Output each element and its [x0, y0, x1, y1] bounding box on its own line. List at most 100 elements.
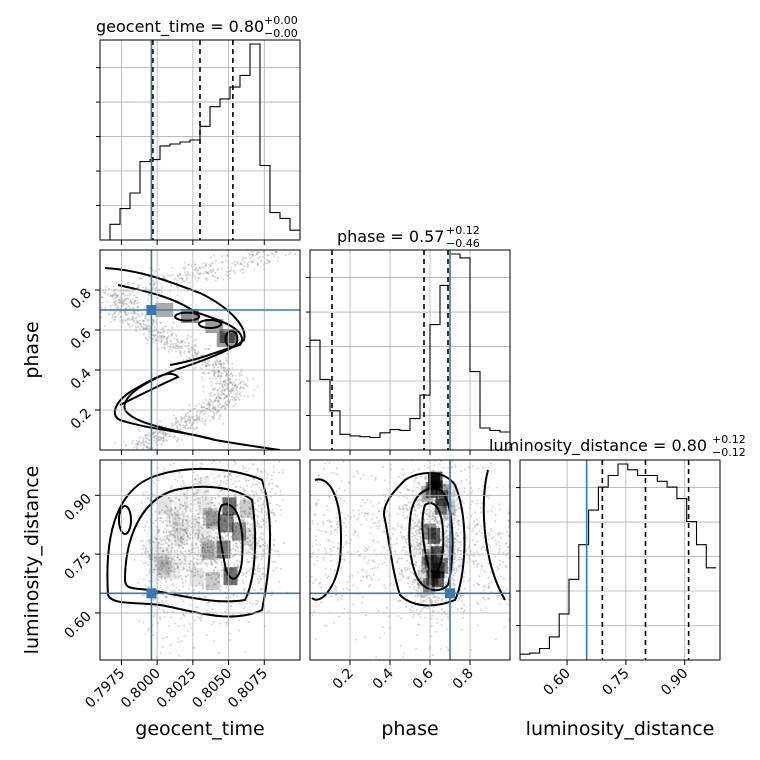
scatter-point: [222, 278, 225, 281]
scatter-point: [408, 567, 411, 570]
scatter-point: [447, 491, 450, 494]
scatter-point: [444, 525, 447, 528]
scatter-point: [183, 528, 186, 531]
scatter-point: [163, 336, 166, 339]
scatter-point: [207, 508, 210, 511]
scatter-point: [248, 501, 251, 504]
scatter-point: [160, 543, 163, 546]
scatter-point: [228, 473, 231, 476]
scatter-point: [406, 534, 409, 537]
scatter-point: [162, 543, 164, 546]
scatter-point: [479, 608, 482, 611]
scatter-point: [184, 274, 187, 276]
scatter-point: [124, 294, 127, 297]
scatter-point: [195, 405, 198, 408]
scatter-point: [346, 581, 349, 583]
scatter-point: [195, 419, 198, 422]
scatter-point: [272, 569, 275, 572]
scatter-point: [420, 595, 423, 598]
scatter-point: [121, 320, 124, 323]
scatter-point: [148, 336, 150, 339]
scatter-point: [364, 614, 367, 617]
scatter-point: [180, 577, 183, 580]
scatter-point: [176, 556, 179, 559]
scatter-point: [454, 463, 457, 466]
scatter-point: [174, 523, 177, 526]
scatter-point: [244, 530, 247, 533]
scatter-point: [316, 523, 319, 526]
scatter-point: [207, 272, 210, 275]
scatter-point: [189, 419, 192, 422]
scatter-point: [224, 371, 227, 374]
scatter-point: [418, 527, 421, 530]
scatter-point: [365, 512, 368, 515]
scatter-point: [167, 544, 170, 547]
scatter-point: [185, 355, 188, 358]
scatter-point: [180, 485, 183, 488]
scatter-point: [276, 485, 279, 488]
scatter-point: [200, 479, 203, 482]
scatter-point: [209, 404, 212, 407]
scatter-point: [222, 422, 224, 425]
scatter-point: [178, 498, 180, 501]
scatter-point: [194, 574, 197, 577]
scatter-point: [212, 364, 215, 367]
scatter-point: [154, 431, 157, 434]
scatter-point: [363, 515, 366, 517]
scatter-point: [279, 490, 282, 493]
scatter-point: [477, 487, 480, 490]
scatter-point: [204, 424, 207, 427]
scatter-point: [235, 387, 238, 390]
scatter-point: [423, 571, 426, 574]
scatter-point: [206, 362, 209, 365]
scatter-point: [187, 411, 190, 414]
scatter-point: [224, 381, 227, 384]
scatter-point: [244, 650, 247, 653]
scatter-point: [205, 365, 208, 367]
scatter-point: [407, 508, 409, 511]
scatter-point: [136, 313, 138, 316]
scatter-point: [417, 521, 420, 524]
scatter-point: [471, 527, 474, 530]
scatter-point: [444, 541, 447, 544]
panel-frame-geocent_time-phase: [99, 249, 301, 451]
scatter-point: [436, 521, 439, 524]
scatter-point: [467, 466, 470, 468]
scatter-point: [364, 555, 367, 558]
scatter-point: [404, 539, 407, 542]
scatter-point: [188, 347, 190, 350]
scatter-point: [195, 426, 198, 429]
scatter-point: [336, 531, 339, 534]
scatter-point: [271, 508, 274, 511]
scatter-point: [313, 563, 316, 566]
scatter-point: [178, 569, 181, 572]
scatter-point: [210, 380, 213, 383]
scatter-point: [456, 549, 459, 552]
scatter-point: [272, 465, 275, 468]
scatter-point: [184, 507, 187, 509]
scatter-point: [202, 405, 205, 408]
scatter-point: [447, 524, 450, 527]
scatter-point: [152, 598, 155, 601]
scatter-point: [420, 544, 423, 547]
scatter-point: [442, 589, 445, 592]
scatter-point: [260, 488, 263, 491]
scatter-point: [459, 595, 462, 598]
scatter-point: [247, 512, 250, 515]
scatter-point: [246, 537, 249, 540]
scatter-point: [247, 521, 249, 524]
panel-frame-geocent_time-luminosity_distance: [99, 459, 301, 661]
scatter-point: [137, 284, 140, 287]
scatter-point: [203, 406, 206, 409]
scatter-point: [169, 569, 172, 572]
scatter-point: [204, 361, 207, 364]
scatter-point: [145, 342, 148, 345]
scatter-point: [439, 521, 442, 524]
scatter-point: [166, 534, 169, 537]
scatter-point: [159, 435, 162, 438]
scatter-point: [269, 491, 272, 494]
density-cell: [164, 561, 179, 580]
scatter-point: [195, 538, 198, 541]
scatter-point: [236, 559, 239, 562]
scatter-point: [201, 371, 204, 374]
